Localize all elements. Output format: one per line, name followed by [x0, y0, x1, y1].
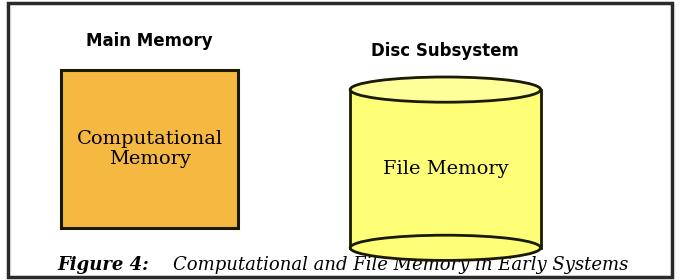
Text: Figure 4:: Figure 4:: [58, 256, 175, 274]
Text: Computational
Memory: Computational Memory: [77, 130, 222, 169]
Text: Main Memory: Main Memory: [86, 32, 213, 50]
Text: File Memory: File Memory: [383, 160, 508, 178]
Bar: [350, 90, 541, 248]
Text: Disc Subsystem: Disc Subsystem: [371, 42, 520, 60]
Ellipse shape: [350, 77, 541, 102]
Ellipse shape: [350, 235, 541, 260]
FancyBboxPatch shape: [8, 3, 672, 277]
Bar: [61, 70, 238, 228]
Text: Computational and File Memory in Early Systems: Computational and File Memory in Early S…: [173, 256, 629, 274]
